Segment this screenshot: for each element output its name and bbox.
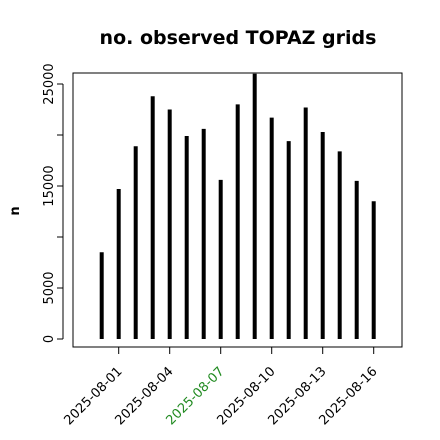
x-axis: 2025-08-012025-08-042025-08-072025-08-10… xyxy=(61,346,381,428)
y-tick-label: 0 xyxy=(42,335,57,343)
y-tick-label: 25000 xyxy=(42,63,57,104)
bars xyxy=(99,73,376,339)
y-tick-label: 5000 xyxy=(42,271,57,304)
y-axis-label: n xyxy=(8,206,23,215)
chart-title: no. observed TOPAZ grids xyxy=(100,27,377,49)
y-axis: 0 5000 15000 25000 xyxy=(42,63,64,343)
y-tick-label: 15000 xyxy=(42,165,57,206)
